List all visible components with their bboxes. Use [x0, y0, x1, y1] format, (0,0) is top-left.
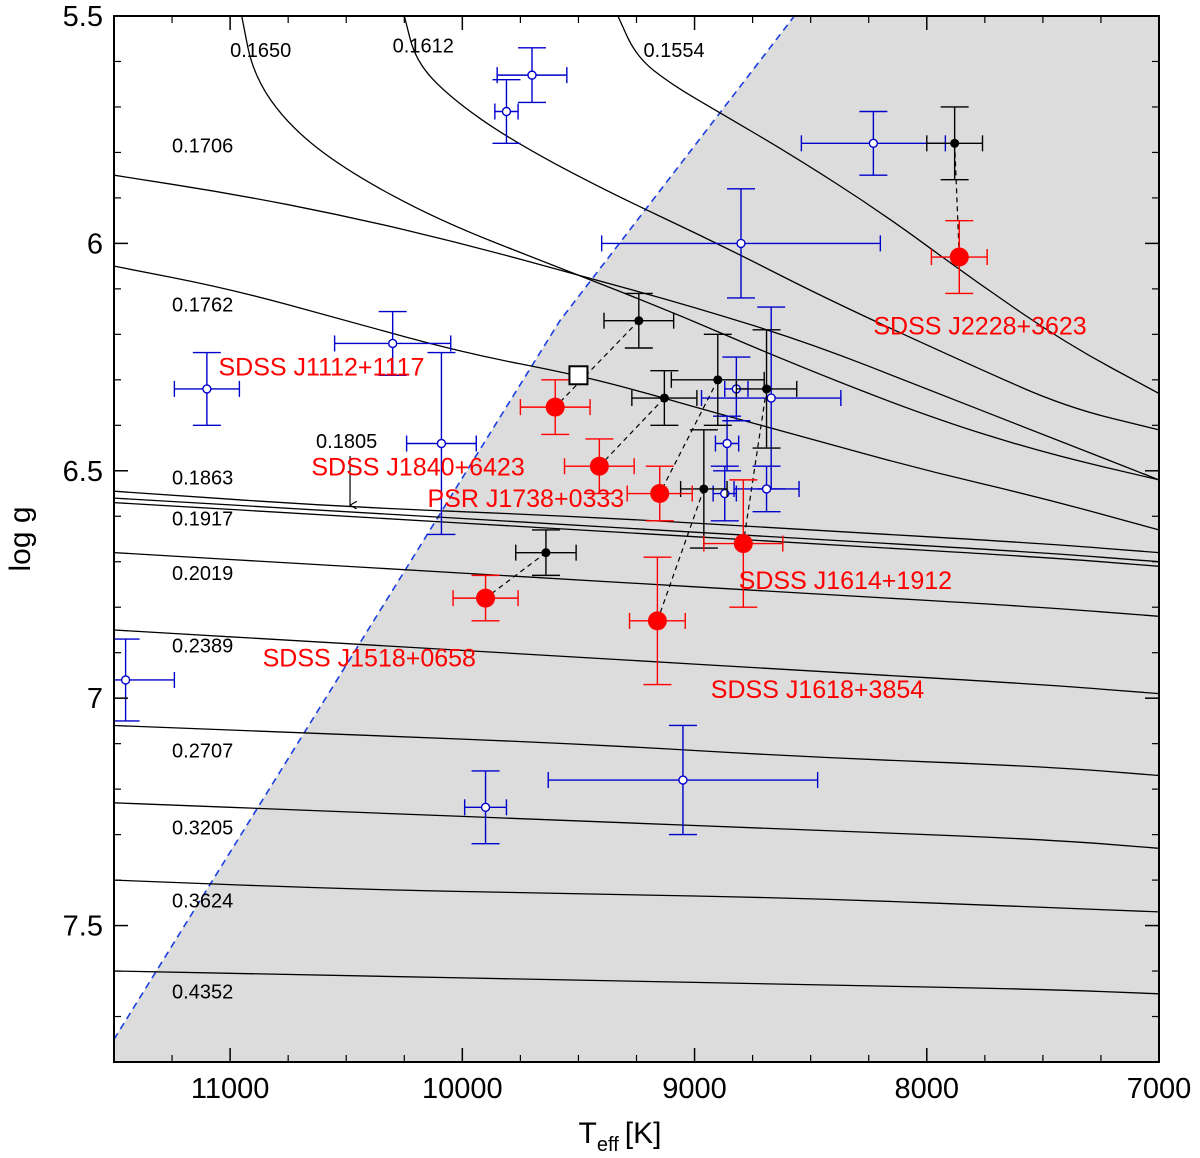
object-label: SDSS J1112+1117: [219, 353, 425, 381]
track-line-0.3624: [114, 879, 1159, 913]
instability-boundary-line: [114, 16, 796, 1040]
black-point: [950, 138, 960, 148]
track-label: 0.1706: [172, 135, 233, 157]
red-point: [733, 534, 753, 554]
x-tick-label: 11000: [191, 1073, 270, 1105]
object-label: SDSS J1518+0658: [263, 644, 476, 672]
object-label: SDSS J2228+3623: [873, 312, 1086, 340]
track-label: 0.1917: [172, 508, 233, 530]
track-line-0.1706: [114, 174, 1159, 481]
track-label: 0.3624: [172, 890, 233, 912]
track-label: 0.1805: [316, 431, 377, 453]
track-line-0.1762: [114, 265, 1159, 531]
track-line-0.2019: [114, 551, 1159, 617]
track-label: 0.3205: [172, 818, 233, 840]
blue-open-point: [766, 393, 776, 403]
red-point: [949, 247, 969, 267]
y-tick-label: 7: [87, 683, 103, 715]
blue-open-point: [761, 484, 772, 494]
red-point: [589, 456, 609, 476]
y-axis-title: log g: [4, 506, 37, 571]
connector-dashed-line: [742, 388, 768, 544]
connector-dashed-line: [659, 379, 719, 494]
blue-open-point: [527, 70, 537, 80]
blue-open-point: [387, 338, 398, 349]
black-point: [659, 393, 669, 403]
track-label: 0.2707: [172, 740, 233, 762]
blue-open-point: [120, 675, 131, 685]
object-label: SDSS J1614+1912: [739, 567, 952, 595]
track-line-0.1612: [403, 16, 1159, 431]
x-tick-label: 7000: [1127, 1073, 1192, 1105]
x-tick-label: 9000: [662, 1073, 727, 1105]
track-label: 0.1863: [172, 467, 233, 489]
black-point: [713, 375, 723, 385]
track-label: 0.1554: [643, 40, 704, 62]
x-tick-label: 8000: [895, 1073, 960, 1105]
object-label: SDSS J1618+3854: [711, 676, 924, 704]
track-line-0.1917: [114, 501, 1159, 567]
connector-dashed-line: [485, 552, 547, 599]
blue-open-point: [722, 438, 732, 449]
track-label: 0.1612: [393, 35, 454, 57]
y-tick-label: 7.5: [63, 911, 103, 943]
blue-open-point: [678, 775, 688, 785]
track-line-0.2389: [114, 629, 1159, 695]
black-point: [541, 548, 551, 558]
connector-dashed-line: [554, 320, 640, 408]
object-label: PSR J1738+0333: [428, 485, 625, 513]
blue-open-point: [501, 106, 512, 117]
track-label: 0.1650: [230, 40, 291, 62]
red-point-errorbar: [930, 219, 988, 295]
track-line-0.1650: [241, 16, 1159, 481]
instability-strip-region: [114, 16, 1159, 1062]
red-point: [545, 397, 565, 417]
red-point: [650, 484, 670, 504]
square-marker: [568, 365, 589, 386]
blue-open-point: [868, 138, 879, 149]
y-tick-label: 6.5: [63, 456, 103, 488]
object-label: SDSS J1840+6423: [311, 453, 524, 481]
red-point: [647, 611, 667, 631]
track-label: 0.4352: [172, 981, 233, 1003]
blue-open-point: [202, 384, 212, 394]
connector-dashed-line: [954, 143, 960, 258]
y-tick-label: 5.5: [63, 1, 103, 33]
track-line-0.1805: [114, 490, 1159, 554]
black-point-errorbar: [679, 429, 728, 549]
track-label: 0.2019: [172, 563, 233, 585]
track-line-0.3205: [114, 802, 1159, 849]
black-point: [762, 384, 772, 394]
y-tick-label: 6: [87, 228, 103, 260]
x-tick-label: 10000: [422, 1073, 503, 1105]
track-line-0.4352: [114, 970, 1159, 995]
red-point: [476, 588, 496, 608]
connector-dashed-line: [598, 397, 665, 467]
blue-open-point: [736, 238, 746, 249]
blue-open-point: [480, 802, 491, 813]
track-line-0.1554: [617, 16, 1159, 395]
track-line-0.2707: [114, 724, 1159, 777]
x-axis-title: Teff [K]: [579, 1117, 662, 1156]
track-label: 0.2389: [172, 636, 233, 658]
blue-open-point: [436, 438, 447, 449]
track-line-0.1863: [114, 497, 1159, 563]
black-point: [634, 316, 644, 326]
track-label: 0.1762: [172, 295, 233, 317]
black-point: [699, 484, 709, 494]
